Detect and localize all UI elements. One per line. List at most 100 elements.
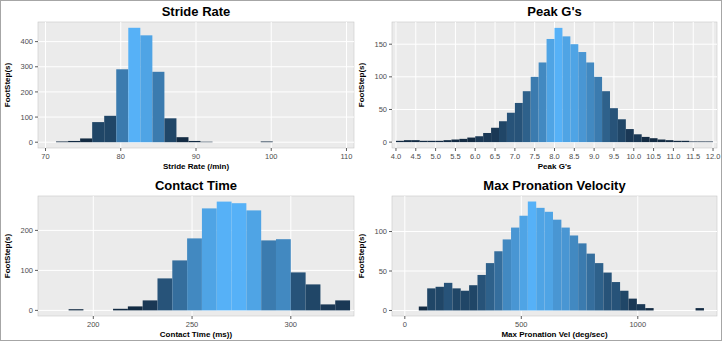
x-tick <box>554 148 555 151</box>
x-axis-label: Contact Time (ms)) <box>160 330 233 339</box>
x-tick-label: 4.5 <box>411 152 421 161</box>
x-grid-line <box>271 22 272 148</box>
x-tick-label: 0 <box>403 320 407 329</box>
y-tick-label: 200 <box>20 88 33 97</box>
histogram-bar <box>232 203 247 310</box>
histogram-bar <box>553 220 561 311</box>
y-tick <box>389 44 392 45</box>
y-tick <box>35 310 38 311</box>
histogram-bar <box>642 137 650 142</box>
x-tick-label: 300 <box>285 320 298 329</box>
histogram-bar <box>679 310 687 311</box>
histogram-bar <box>523 91 531 142</box>
histogram-bar <box>507 113 515 142</box>
histogram-bar <box>419 307 427 311</box>
histogram-bar <box>595 263 603 310</box>
panel: 4.04.55.05.56.06.57.07.58.08.59.09.510.0… <box>357 4 720 171</box>
histogram-bar <box>634 134 642 142</box>
histogram-bar <box>654 310 662 311</box>
x-tick <box>633 148 634 151</box>
bars <box>56 28 273 142</box>
histogram-bar <box>335 300 350 310</box>
y-tick <box>389 271 392 272</box>
chart-title: Stride Rate <box>162 4 231 19</box>
histogram-bar <box>116 69 128 142</box>
histogram-bar <box>486 263 494 310</box>
histogram-bar <box>618 119 626 142</box>
histogram-bar <box>689 141 697 143</box>
x-axis-label: Max Pronation Vel (deg/sec) <box>501 330 608 339</box>
histogram-bar <box>164 118 176 142</box>
histogram-bar <box>461 291 469 311</box>
histogram-bar <box>404 140 412 142</box>
x-tick <box>495 148 496 151</box>
y-tick-label: 400 <box>20 37 33 46</box>
histogram-bar <box>469 285 477 310</box>
histogram-bar <box>140 35 152 142</box>
histogram-bar <box>436 287 444 311</box>
histogram-bar <box>626 129 634 142</box>
y-tick <box>35 117 38 118</box>
x-grid-line <box>346 22 347 148</box>
x-tick <box>534 148 535 151</box>
x-tick <box>196 148 197 151</box>
y-tick <box>35 270 38 271</box>
histogram-bar <box>515 103 523 142</box>
chart-title: Max Pronation Velocity <box>483 178 626 193</box>
x-grid-line <box>93 196 94 316</box>
histogram-bar <box>494 251 502 310</box>
x-grid-line <box>653 22 654 148</box>
y-grid-line <box>38 117 354 118</box>
histogram-bar <box>612 282 620 310</box>
x-grid-line <box>404 196 405 316</box>
y-tick-label: 300 <box>20 62 33 71</box>
y-tick-label: 50 <box>379 105 387 114</box>
x-grid-line <box>475 22 476 148</box>
x-tick-label: 80 <box>117 152 125 161</box>
x-grid-line <box>673 22 674 148</box>
histogram-bar <box>246 210 261 310</box>
y-tick-label: 0 <box>29 138 33 147</box>
y-tick <box>389 310 392 311</box>
x-tick <box>395 148 396 151</box>
histogram-bar <box>578 52 586 142</box>
histogram-bar <box>444 140 452 142</box>
y-axis-label: FootStep(s) <box>357 62 366 107</box>
histogram-bar <box>420 141 428 142</box>
x-tick <box>613 148 614 151</box>
histogram-bar <box>261 240 276 310</box>
histogram-bar <box>681 141 689 142</box>
histogram-bar <box>202 208 217 310</box>
histogram-bar <box>176 137 188 142</box>
histogram-bar <box>128 28 140 142</box>
x-tick <box>192 316 193 319</box>
histogram-bar <box>80 138 92 142</box>
histogram-bar <box>201 141 213 143</box>
histogram-bar <box>213 142 225 143</box>
x-grid-line <box>45 22 46 148</box>
x-tick <box>521 316 522 319</box>
y-axis-label: FootStep(s) <box>3 62 12 107</box>
histogram-bar <box>662 310 670 311</box>
histogram-bar <box>188 141 200 142</box>
histogram-bar <box>602 91 610 142</box>
histogram-bar <box>673 141 681 142</box>
histogram-bar <box>427 288 435 310</box>
histogram-bar <box>528 202 536 311</box>
histogram-bar <box>539 62 547 142</box>
bars <box>396 28 713 142</box>
y-tick-label: 100 <box>374 72 387 81</box>
histogram-bar <box>536 208 544 311</box>
panel: 05001000050100Max Pronation VelocityMax … <box>357 178 717 339</box>
histogram-bar <box>570 235 578 310</box>
y-tick <box>389 109 392 110</box>
x-tick-label: 10.0 <box>626 152 641 161</box>
x-tick <box>435 148 436 151</box>
x-tick-label: 9.5 <box>609 152 619 161</box>
histogram-bar <box>261 141 273 143</box>
x-tick-label: 70 <box>41 152 49 161</box>
x-grid-line <box>637 196 638 316</box>
x-tick <box>673 148 674 151</box>
histogram-bar <box>412 140 420 142</box>
x-grid-line <box>415 22 416 148</box>
